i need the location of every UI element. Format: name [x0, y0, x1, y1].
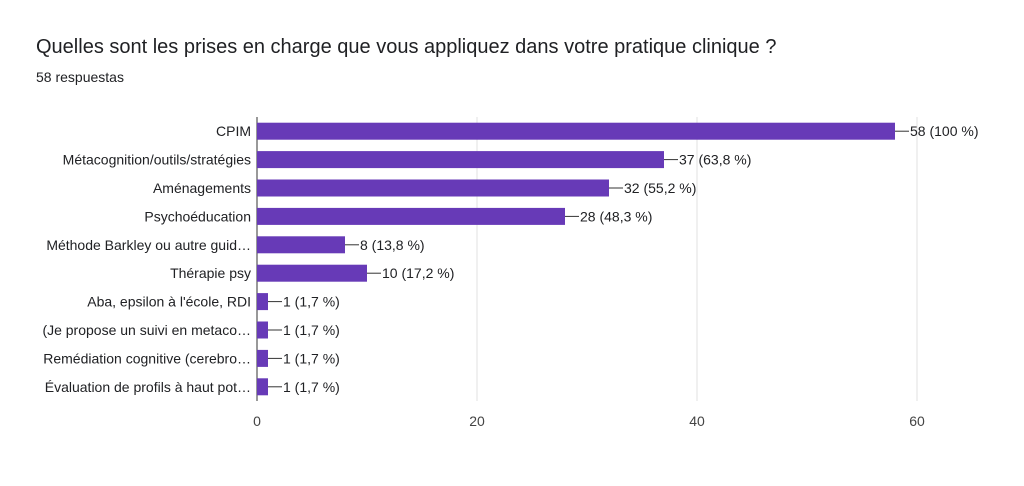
bar	[257, 264, 367, 282]
data-label: 1 (1,7 %)	[283, 294, 340, 310]
category-label: Métacognition/outils/stratégies	[63, 152, 251, 168]
category-label: Évaluation de profils à haut pot…	[45, 379, 251, 395]
category-label: Remédiation cognitive (cerebro…	[43, 350, 251, 366]
category-label: CPIM	[216, 123, 251, 139]
data-label: 28 (48,3 %)	[580, 208, 652, 224]
data-label: 58 (100 %)	[910, 123, 978, 139]
category-label: Méthode Barkley ou autre guid…	[46, 237, 251, 253]
bar	[257, 378, 268, 396]
category-label: Aménagements	[153, 180, 251, 196]
bar	[257, 236, 345, 254]
data-label: 32 (55,2 %)	[624, 180, 696, 196]
category-label: Thérapie psy	[170, 265, 251, 281]
category-label: Psychoéducation	[144, 208, 251, 224]
category-label: (Je propose un suivi en metaco…	[42, 322, 251, 338]
bar	[257, 349, 268, 367]
data-label: 1 (1,7 %)	[283, 350, 340, 366]
x-tick-label: 20	[469, 413, 485, 429]
bar	[257, 321, 268, 339]
response-count: 58 respuestas	[36, 69, 124, 85]
data-label: 1 (1,7 %)	[283, 379, 340, 395]
bar	[257, 207, 565, 225]
data-label: 10 (17,2 %)	[382, 265, 454, 281]
labels: 0 20 40 60 CPIM 58 (100 %) Métacognition/outil…	[42, 123, 978, 429]
data-label: 1 (1,7 %)	[283, 322, 340, 338]
x-tick-label: 0	[253, 413, 261, 429]
data-label: 8 (13,8 %)	[360, 237, 425, 253]
bar	[257, 179, 609, 197]
chart-title: Quelles sont les prises en charge que vo…	[36, 36, 777, 58]
category-label: Aba, epsilon à l'école, RDI	[87, 294, 251, 310]
bar	[257, 122, 895, 140]
bar	[257, 151, 664, 169]
x-tick-label: 60	[909, 413, 925, 429]
bars	[257, 122, 895, 396]
bar	[257, 293, 268, 311]
data-label: 37 (63,8 %)	[679, 152, 751, 168]
x-tick-label: 40	[689, 413, 705, 429]
